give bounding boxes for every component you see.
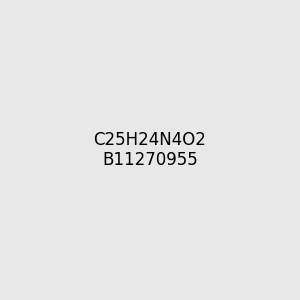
- Text: C25H24N4O2
B11270955: C25H24N4O2 B11270955: [94, 130, 206, 170]
